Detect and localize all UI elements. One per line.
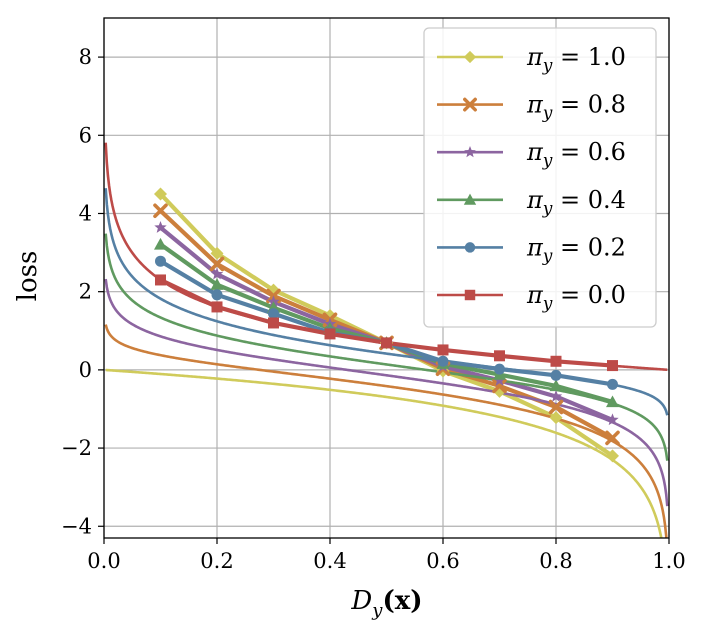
data-point bbox=[607, 378, 618, 390]
y-tick-label: 6 bbox=[79, 123, 92, 147]
legend-label: πy = 1.0 bbox=[526, 43, 626, 76]
x-axis-label: Dy(x) bbox=[350, 586, 422, 621]
data-point bbox=[606, 413, 619, 426]
y-tick-label: −4 bbox=[61, 514, 92, 538]
data-point bbox=[154, 237, 167, 250]
legend: πy = 1.0 πy = 0.8 πy = 0.6 πy = 0.4 πy = 0.2… bbox=[423, 27, 657, 328]
data-point bbox=[549, 379, 563, 392]
data-point bbox=[268, 308, 279, 320]
data-point bbox=[437, 355, 449, 367]
data-point bbox=[155, 255, 166, 267]
y-tick-label: 8 bbox=[79, 45, 92, 69]
axis-ticks: 0.0 0.2 0.4 0.6 0.8 1.0 −4 −2 0 2 4 6 8 bbox=[61, 45, 686, 573]
x-tick-label: 0.0 bbox=[87, 549, 120, 573]
data-point bbox=[607, 360, 618, 372]
y-tick-label: 2 bbox=[79, 280, 92, 304]
data-point bbox=[154, 187, 167, 201]
legend-marker bbox=[464, 242, 476, 253]
y-tick-label: 0 bbox=[79, 358, 92, 382]
series-line bbox=[104, 233, 669, 461]
data-point bbox=[211, 301, 223, 313]
data-point bbox=[494, 363, 505, 375]
data-point bbox=[324, 328, 336, 340]
legend-marker bbox=[463, 193, 477, 205]
x-axis-label-arg: (x) bbox=[382, 586, 422, 616]
x-axis-label-sub: y bbox=[371, 600, 383, 621]
data-point bbox=[493, 373, 506, 386]
data-point bbox=[153, 203, 168, 219]
series-line bbox=[104, 278, 669, 507]
data-point bbox=[606, 395, 619, 408]
data-point bbox=[210, 246, 224, 260]
data-point bbox=[549, 389, 563, 402]
legend-marker bbox=[463, 97, 477, 112]
data-point bbox=[210, 267, 224, 280]
data-point bbox=[211, 289, 223, 301]
data-point bbox=[381, 337, 392, 349]
data-point bbox=[550, 369, 562, 381]
y-axis-label: loss bbox=[13, 251, 43, 302]
data-point bbox=[550, 355, 562, 367]
x-tick-label: 0.4 bbox=[313, 549, 346, 573]
data-point bbox=[494, 350, 505, 362]
x-axis-label-base: D bbox=[350, 586, 372, 616]
x-tick-label: 0.8 bbox=[539, 549, 572, 573]
data-point bbox=[437, 344, 449, 356]
data-point bbox=[492, 378, 507, 394]
legend-marker bbox=[464, 289, 476, 301]
data-point bbox=[548, 399, 564, 415]
x-tick-label: 0.2 bbox=[200, 549, 233, 573]
data-point bbox=[210, 278, 224, 290]
legend-label: πy = 0.0 bbox=[526, 281, 626, 314]
plot-frame bbox=[103, 17, 670, 539]
legend-label: πy = 0.8 bbox=[526, 91, 626, 124]
y-tick-label: −2 bbox=[61, 436, 92, 460]
legend-marker bbox=[464, 146, 476, 158]
legend-label: πy = 0.4 bbox=[526, 186, 626, 219]
series-line bbox=[104, 324, 668, 538]
data-point bbox=[155, 274, 166, 286]
data-point bbox=[606, 449, 619, 463]
data-point bbox=[154, 221, 167, 233]
x-tick-label: 1.0 bbox=[652, 549, 685, 573]
legend-label: πy = 0.2 bbox=[526, 233, 626, 266]
legend-marker bbox=[463, 50, 477, 64]
x-tick-label: 0.6 bbox=[426, 549, 459, 573]
data-point bbox=[549, 411, 563, 425]
data-point bbox=[605, 430, 620, 446]
data-point bbox=[209, 256, 225, 272]
series-line bbox=[105, 368, 663, 538]
legend-label: πy = 0.6 bbox=[526, 138, 626, 171]
series-markers bbox=[153, 187, 620, 463]
legend-box bbox=[423, 27, 657, 328]
data-point bbox=[268, 317, 279, 329]
y-tick-label: 4 bbox=[79, 201, 92, 225]
